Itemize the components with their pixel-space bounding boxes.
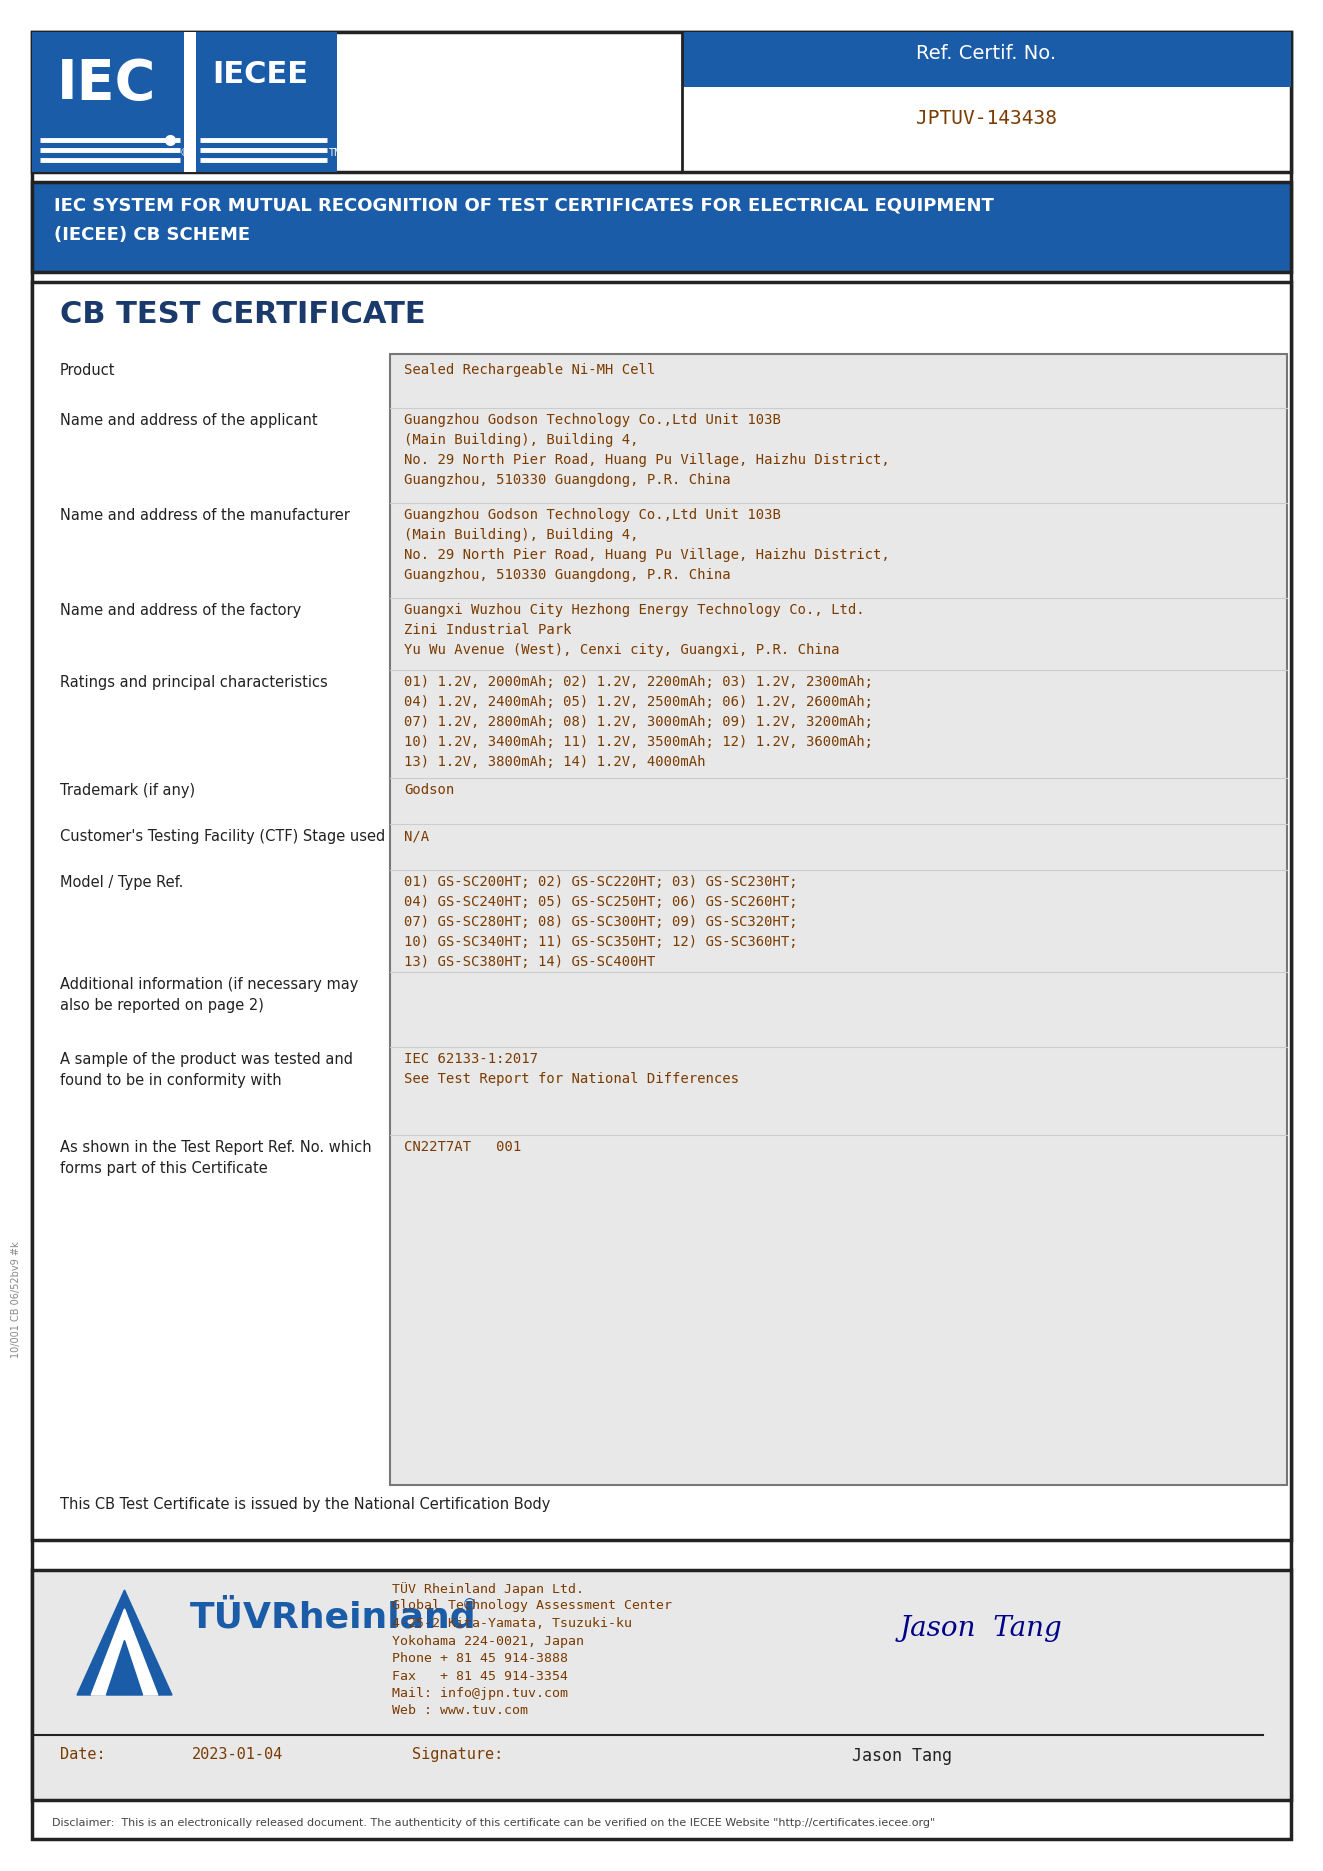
Text: Fax   + 81 45 914-3354: Fax + 81 45 914-3354 [392,1669,568,1682]
Bar [32,283,1291,1540]
Polygon shape [77,1590,172,1695]
Text: Name and address of the applicant: Name and address of the applicant [60,413,318,428]
Text: Global Technology Assessment Center: Global Technology Assessment Center [392,1600,672,1613]
Text: (IECEE) CB SCHEME: (IECEE) CB SCHEME [54,226,250,243]
Text: CN22T7AT   001: CN22T7AT 001 [404,1139,521,1154]
Text: ®: ® [462,1598,478,1613]
Text: Godson: Godson [404,782,454,797]
Text: 01) 1.2V, 2000mAh; 02) 1.2V, 2200mAh; 03) 1.2V, 2300mAh;
04) 1.2V, 2400mAh; 05) : 01) 1.2V, 2000mAh; 02) 1.2V, 2200mAh; 03… [404,675,873,769]
Text: Additional information (if necessary may
also be reported on page 2): Additional information (if necessary may… [60,977,359,1012]
Text: Jason  Tang: Jason Tang [900,1615,1062,1643]
Text: Web : www.tuv.com: Web : www.tuv.com [392,1704,528,1718]
Text: Sealed Rechargeable Ni-MH Cell: Sealed Rechargeable Ni-MH Cell [404,363,655,376]
Text: Phone + 81 45 914-3888: Phone + 81 45 914-3888 [392,1652,568,1665]
Text: Name and address of the factory: Name and address of the factory [60,602,302,617]
Text: Customer's Testing Facility (CTF) Stage used: Customer's Testing Facility (CTF) Stage … [60,829,385,844]
Text: Signature:: Signature: [411,1748,503,1762]
Text: As shown in the Test Report Ref. No. which
forms part of this Certificate: As shown in the Test Report Ref. No. whi… [60,1139,372,1177]
Bar [32,32,1291,172]
Text: IEC SYSTEM FOR MUTUAL RECOGNITION OF TEST CERTIFICATES FOR ELECTRICAL EQUIPMENT: IEC SYSTEM FOR MUTUAL RECOGNITION OF TES… [54,196,994,213]
Text: IECEE: IECEE [212,60,308,90]
Text: Name and address of the manufacturer: Name and address of the manufacturer [60,509,349,524]
Text: Ref. Certif. No.: Ref. Certif. No. [917,45,1057,64]
Text: TÜV Rheinland Japan Ltd.: TÜV Rheinland Japan Ltd. [392,1583,583,1596]
Bar [32,1570,1291,1800]
Bar [32,181,1291,271]
Text: This CB Test Certificate is issued by the National Certification Body: This CB Test Certificate is issued by th… [60,1497,550,1512]
Text: IEC 62133-1:2017
See Test Report for National Differences: IEC 62133-1:2017 See Test Report for Nat… [404,1052,740,1085]
Bar [390,354,1287,1486]
Text: Model / Type Ref.: Model / Type Ref. [60,876,184,891]
Bar [681,32,1291,86]
Polygon shape [91,1609,157,1695]
Text: ®: ® [180,148,189,157]
Text: IEC: IEC [57,56,156,110]
Text: 01) GS-SC200HT; 02) GS-SC220HT; 03) GS-SC230HT;
04) GS-SC240HT; 05) GS-SC250HT; : 01) GS-SC200HT; 02) GS-SC220HT; 03) GS-S… [404,876,798,969]
Text: JPTUV-143438: JPTUV-143438 [916,109,1057,127]
Text: A sample of the product was tested and
found to be in conformity with: A sample of the product was tested and f… [60,1052,353,1089]
Text: TÜVRheinland: TÜVRheinland [191,1600,476,1633]
Text: 2023-01-04: 2023-01-04 [192,1748,283,1762]
Text: Jason Tang: Jason Tang [852,1748,953,1764]
Text: Ratings and principal characteristics: Ratings and principal characteristics [60,675,328,690]
Bar [184,32,196,172]
Text: 4-25-2 Kita-Yamata, Tsuzuki-ku: 4-25-2 Kita-Yamata, Tsuzuki-ku [392,1617,632,1630]
Text: Mail: info@jpn.tuv.com: Mail: info@jpn.tuv.com [392,1688,568,1701]
Text: Date:: Date: [60,1748,106,1762]
Text: 10/001 CB 06/52bv9 #k: 10/001 CB 06/52bv9 #k [11,1242,21,1358]
Text: Disclaimer:  This is an electronically released document. The authenticity of th: Disclaimer: This is an electronically re… [52,1819,935,1828]
Text: Trademark (if any): Trademark (if any) [60,782,194,799]
Polygon shape [106,1641,143,1695]
Text: N/A: N/A [404,829,429,844]
Text: Guangzhou Godson Technology Co.,Ltd Unit 103B
(Main Building), Building 4,
No. 2: Guangzhou Godson Technology Co.,Ltd Unit… [404,509,890,582]
Text: Product: Product [60,363,115,378]
Text: Guangxi Wuzhou City Hezhong Energy Technology Co., Ltd.
Zini Industrial Park
Yu : Guangxi Wuzhou City Hezhong Energy Techn… [404,602,865,657]
Text: TM: TM [328,148,343,157]
Text: CB TEST CERTIFICATE: CB TEST CERTIFICATE [60,299,426,329]
Bar [32,32,337,172]
Text: Guangzhou Godson Technology Co.,Ltd Unit 103B
(Main Building), Building 4,
No. 2: Guangzhou Godson Technology Co.,Ltd Unit… [404,413,890,486]
Text: Yokohama 224-0021, Japan: Yokohama 224-0021, Japan [392,1635,583,1648]
